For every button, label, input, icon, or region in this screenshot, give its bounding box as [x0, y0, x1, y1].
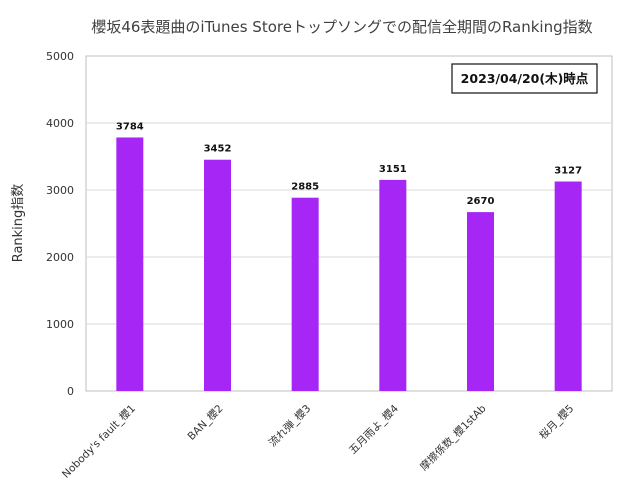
plot-area: 0 1000 2000 3000 4000 5000 3784 3452 2885 3151 26…	[46, 50, 613, 481]
x-tick-label: 五月雨よ_櫻4	[346, 402, 401, 457]
y-tick-label: 4000	[46, 117, 74, 130]
bars	[116, 137, 582, 391]
annotation-text: 2023/04/20(木)時点	[461, 71, 589, 86]
bar	[379, 179, 407, 391]
y-tick-label: 1000	[46, 318, 74, 331]
y-tick-label: 5000	[46, 50, 74, 63]
y-axis-ticks: 0 1000 2000 3000 4000 5000	[46, 50, 74, 398]
data-label: 2885	[291, 182, 319, 193]
y-tick-label: 3000	[46, 184, 74, 197]
x-tick-label: BAN_櫻2	[185, 402, 226, 443]
data-labels: 3784 3452 2885 3151 2670 3127	[116, 121, 582, 207]
bar	[204, 159, 231, 391]
data-label: 2670	[467, 196, 495, 207]
y-axis-label: Ranking指数	[11, 184, 26, 263]
bar	[467, 212, 494, 391]
data-label: 3784	[116, 121, 144, 132]
data-label: 3151	[379, 164, 407, 175]
annotation-frame	[451, 63, 598, 94]
bar	[291, 197, 319, 391]
x-axis-ticks: Nobody's fault_櫻1 BAN_櫻2 流れ弾_櫻3 五月雨よ_櫻4 摩擦係数…	[59, 402, 576, 481]
bar	[116, 137, 144, 391]
x-tick-label: 桜月_櫻5	[536, 402, 576, 442]
annotation-box: 2023/04/20(木)時点	[451, 63, 598, 94]
plot-frame	[85, 55, 613, 392]
bar	[554, 181, 582, 391]
x-tick-label: 摩擦係数_櫻1stAb	[417, 402, 489, 474]
x-tick-label: 流れ弾_櫻3	[266, 402, 313, 449]
data-label: 3452	[204, 144, 232, 155]
y-tick-label: 0	[67, 385, 74, 398]
data-label: 3127	[554, 165, 582, 176]
gridlines	[86, 122, 612, 325]
chart-title: 櫻坂46表題曲のiTunes Storeトップソングでの配信全期間のRankin…	[91, 18, 592, 36]
x-tick-label: Nobody's fault_櫻1	[59, 402, 138, 481]
y-tick-label: 2000	[46, 251, 74, 264]
